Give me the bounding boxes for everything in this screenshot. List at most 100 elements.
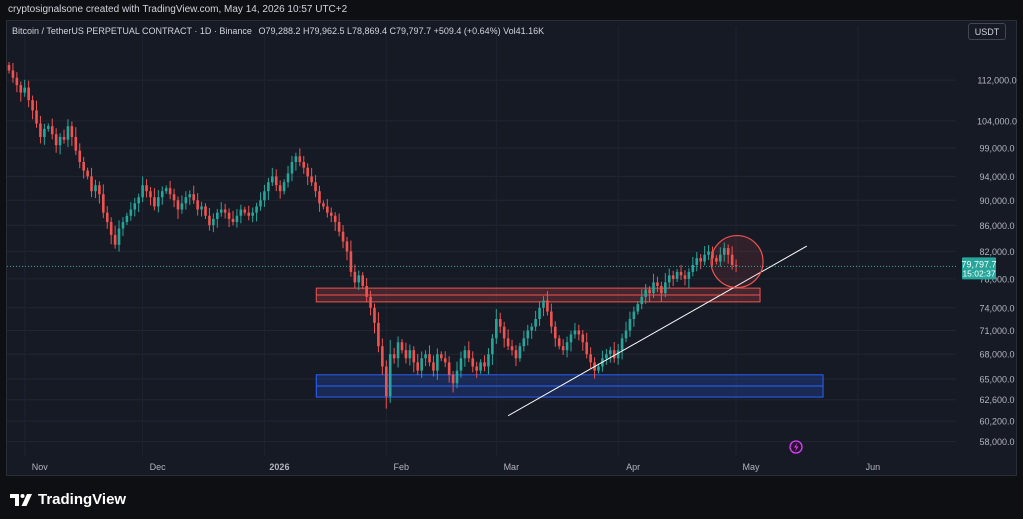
candle-body[interactable] [168,188,172,195]
candle-body[interactable] [502,326,506,339]
candle-body[interactable] [506,338,510,347]
candle-body[interactable] [239,209,243,216]
candle-body[interactable] [679,271,683,276]
candle-body[interactable] [392,354,396,359]
candle-body[interactable] [149,191,152,198]
candle-body[interactable] [495,319,498,339]
candle-body[interactable] [361,275,364,286]
candle-body[interactable] [447,362,451,375]
candle-body[interactable] [664,282,667,294]
candle-body[interactable] [172,194,176,201]
candle-body[interactable] [208,215,211,226]
candle-body[interactable] [98,185,101,195]
candle-body[interactable] [47,126,50,129]
candle-body[interactable] [683,275,687,279]
candle-body[interactable] [164,188,168,192]
candle-body[interactable] [62,136,66,140]
candle-body[interactable] [145,185,148,192]
candle-body[interactable] [487,354,490,367]
candle-body[interactable] [231,218,235,223]
candle-body[interactable] [581,334,585,343]
candle-body[interactable] [510,346,514,351]
candle-body[interactable] [133,203,137,210]
candle-body[interactable] [66,126,70,140]
candle-body[interactable] [534,319,537,327]
candle-body[interactable] [180,203,184,210]
candle-body[interactable] [699,258,702,262]
candle-body[interactable] [550,311,553,327]
candle-body[interactable] [255,206,258,213]
candle-body[interactable] [652,282,655,294]
candle-body[interactable] [105,212,109,223]
candle-body[interactable] [267,182,270,192]
candle-body[interactable] [451,374,455,384]
candle-body[interactable] [648,289,651,294]
candle-body[interactable] [11,70,15,78]
candle-body[interactable] [15,77,19,86]
candle-body[interactable] [384,366,388,397]
candle-body[interactable] [412,350,416,363]
candle-body[interactable] [479,362,482,371]
candle-body[interactable] [522,338,526,347]
candle-body[interactable] [671,275,675,279]
candle-body[interactable] [377,322,380,347]
candle-body[interactable] [184,197,188,204]
candle-body[interactable] [463,350,467,359]
candle-body[interactable] [121,222,125,229]
candle-body[interactable] [483,362,486,367]
candle-body[interactable] [176,200,180,210]
candle-body[interactable] [35,110,38,124]
price-chart[interactable]: 112,000.0 104,000.0 99,000.0 94,000.0 90,000… [0,0,1023,476]
candle-body[interactable] [113,234,117,245]
candle-body[interactable] [396,342,400,359]
candle-body[interactable] [475,366,478,371]
candle-body[interactable] [215,212,219,219]
candle-body[interactable] [94,185,97,192]
candle-body[interactable] [436,354,439,371]
candle-body[interactable] [357,275,361,283]
candle-body[interactable] [39,123,42,137]
candle-body[interactable] [7,64,11,71]
candle-body[interactable] [553,326,557,339]
candle-body[interactable] [251,212,254,216]
candle-body[interactable] [726,248,730,255]
candle-body[interactable] [290,161,294,174]
candle-body[interactable] [365,285,368,297]
candle-body[interactable] [569,334,573,343]
candle-body[interactable] [345,241,349,252]
candle-body[interactable] [675,271,679,279]
candle-body[interactable] [31,100,34,111]
candle-body[interactable] [137,197,140,204]
candle-body[interactable] [58,136,62,146]
trendline[interactable] [507,245,808,417]
candle-body[interactable] [400,342,404,351]
candle-body[interactable] [561,346,565,351]
candle-body[interactable] [616,350,620,359]
candle-body[interactable] [212,218,215,226]
candle-body[interactable] [628,319,632,331]
candle-body[interactable] [416,362,420,371]
candle-body[interactable] [117,228,121,245]
candle-body[interactable] [153,197,156,207]
candle-body[interactable] [620,338,624,351]
candle-body[interactable] [443,358,447,363]
candle-body[interactable] [589,354,592,363]
candle-body[interactable] [23,87,27,93]
tradingview-brand[interactable]: TradingView [10,491,126,508]
candle-body[interactable] [440,354,443,359]
candle-body[interactable] [667,275,671,283]
candle-body[interactable] [467,350,471,359]
candle-body[interactable] [271,176,274,183]
candle-body[interactable] [636,304,640,312]
candle-body[interactable] [54,134,58,146]
candle-body[interactable] [19,85,23,93]
candle-body[interactable] [491,338,494,355]
candle-body[interactable] [518,346,522,359]
candle-body[interactable] [188,194,192,198]
candle-body[interactable] [404,350,408,359]
candle-body[interactable] [306,167,309,177]
candle-body[interactable] [498,319,502,327]
candle-body[interactable] [687,271,691,279]
candle-body[interactable] [577,330,581,335]
candle-body[interactable] [129,209,133,216]
